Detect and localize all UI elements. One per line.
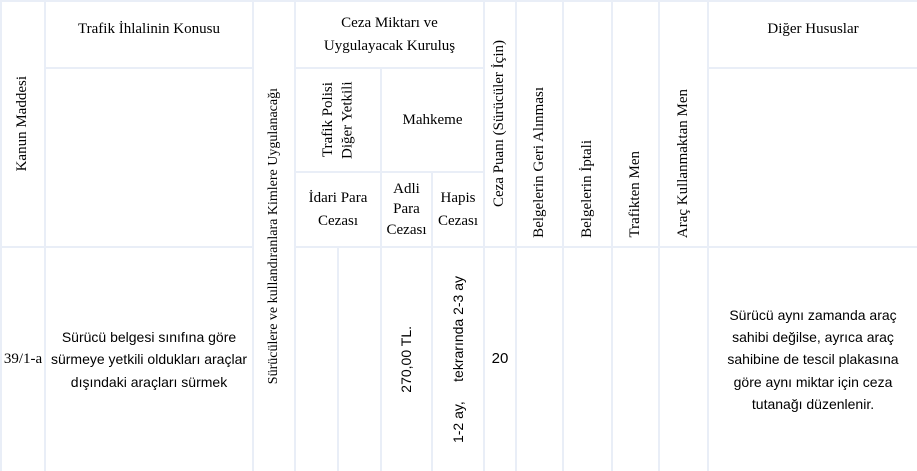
row-adli-para-cell: 270,00 TL. xyxy=(382,248,431,471)
header-kanun-maddesi-cell: Kanun Maddesi xyxy=(2,2,44,246)
row-konu-cell: Sürücü belgesi sınıfına göre sürmeye yet… xyxy=(46,248,252,471)
header-geri-alinmasi: Belgelerin Geri Alınması xyxy=(530,87,547,238)
row-diger-cell: Sürücü aynı zamanda araç sahibi değilse,… xyxy=(709,248,917,471)
header-idari-para: İdari Para Cezası xyxy=(308,190,368,229)
header-idari-para-cell: İdari Para Cezası xyxy=(296,173,380,246)
row-konu: Sürücü belgesi sınıfına göre sürmeye yet… xyxy=(50,328,248,390)
header-arac-men-cell: Araç Kullanmaktan Men xyxy=(660,2,707,246)
header-kanun-maddesi: Kanun Maddesi xyxy=(14,76,31,172)
header-adli-para: Adli Para Cezası xyxy=(386,181,427,238)
header-konu-cell: Trafik İhlalinin Konusu xyxy=(46,2,252,67)
kimlere-cell: Sürücülere ve kullandıranlara Kimlere Uy… xyxy=(254,2,294,471)
row-adli-para: 270,00 TL. xyxy=(398,326,415,393)
header-konu-blank xyxy=(46,69,252,246)
header-adli-para-cell: Adli Para Cezası xyxy=(382,173,431,246)
row-iptali-cell xyxy=(564,248,611,471)
header-trafik-polisi: Trafik Polisi Diğer Yetkili xyxy=(319,81,356,159)
header-diger-cell: Diğer Hususlar xyxy=(709,2,917,67)
header-diger-blank xyxy=(709,69,917,246)
header-mahkeme-cell: Mahkeme xyxy=(382,69,483,171)
row-madde-cell: 39/1-a xyxy=(2,248,44,471)
header-trafikten-men-cell: Trafikten Men xyxy=(613,2,658,246)
header-hapis-cell: Hapis Cezası xyxy=(433,173,483,246)
row-diger: Sürücü aynı zamanda araç sahibi değilse,… xyxy=(727,306,899,413)
row-ceza-puani: 20 xyxy=(491,350,509,367)
header-ceza-miktari: Ceza Miktarı ve Uygulayacak Kuruluş xyxy=(323,15,456,54)
row-trafikten-men-cell xyxy=(613,248,658,471)
header-hapis: Hapis Cezası xyxy=(438,190,478,229)
header-iptali-cell: Belgelerin İptali xyxy=(564,2,611,246)
row-geri-alinmasi-cell xyxy=(517,248,562,471)
header-ceza-puani: Ceza Puanı (Sürücüler İçin) xyxy=(491,40,508,208)
row-ceza-puani-cell: 20 xyxy=(485,248,515,471)
header-iptali: Belgelerin İptali xyxy=(578,140,595,238)
row-polis-cell-2 xyxy=(339,248,380,471)
row-hapis: 1-2 ay, tekrarında 2-3 ay xyxy=(449,275,466,444)
row-hapis-cell: 1-2 ay, tekrarında 2-3 ay xyxy=(433,248,483,471)
header-konu: Trafik İhlalinin Konusu xyxy=(78,21,220,37)
header-ceza-miktari-cell: Ceza Miktarı ve Uygulayacak Kuruluş xyxy=(296,2,483,67)
header-trafik-polisi-cell: Trafik Polisi Diğer Yetkili xyxy=(296,69,380,171)
header-mahkeme: Mahkeme xyxy=(402,111,463,128)
header-kimlere: Sürücülere ve kullandıranlara Kimlere Uy… xyxy=(265,88,281,385)
row-polis-cell-1 xyxy=(296,248,337,471)
header-diger: Diğer Hususlar xyxy=(767,21,859,37)
header-arac-men: Araç Kullanmaktan Men xyxy=(674,88,691,238)
row-madde: 39/1-a xyxy=(3,351,43,368)
header-geri-alinmasi-cell: Belgelerin Geri Alınması xyxy=(517,2,562,246)
header-ceza-puani-cell: Ceza Puanı (Sürücüler İçin) xyxy=(485,2,515,246)
header-trafikten-men: Trafikten Men xyxy=(626,151,643,238)
row-arac-men-cell xyxy=(660,248,707,471)
